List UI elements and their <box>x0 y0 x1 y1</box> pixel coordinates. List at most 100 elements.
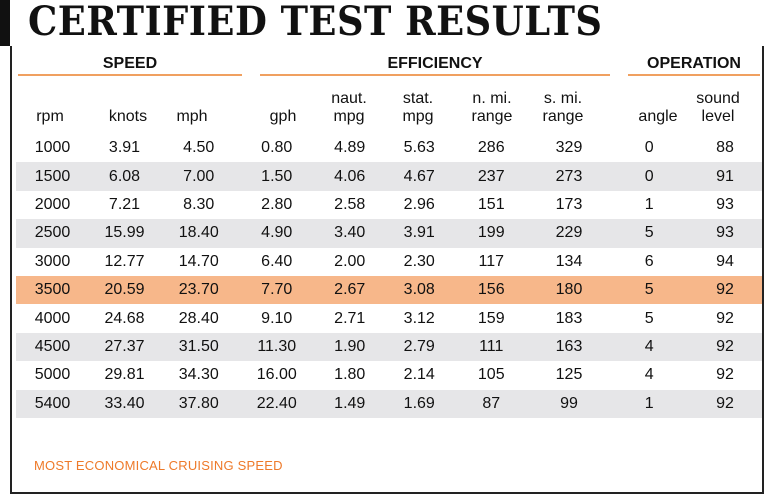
cell-gph: 7.70 <box>237 275 316 305</box>
cell-stat-mpg: 5.63 <box>403 139 435 157</box>
cell-mph: 28.40 <box>178 309 219 327</box>
cell-mph: 7.00 <box>160 162 238 191</box>
cell-mph: 37.80 <box>160 389 238 418</box>
cell-knots: 7.21 <box>108 195 141 213</box>
results-frame <box>10 46 764 494</box>
cell-rpm: 3500 <box>16 275 89 305</box>
cell-rpm: 5000 <box>34 366 71 384</box>
cell-rpm: 3000 <box>34 252 71 270</box>
cell-knots: 20.59 <box>89 275 160 305</box>
cell-knots: 24.68 <box>104 309 145 327</box>
table-row: 3000 12.77 14.70 6.40 2.00 2.30 117 134 6 94 <box>16 248 762 276</box>
cell-rpm: 1000 <box>34 139 71 157</box>
table-row: 1500 6.08 7.00 1.50 4.06 4.67 237 273 0 91 <box>16 162 762 191</box>
cell-n-mi-range: 151 <box>477 195 505 213</box>
cell-stat-mpg: 3.08 <box>383 275 455 305</box>
cell-rpm: 2500 <box>16 219 89 248</box>
table-row: 4000 24.68 28.40 9.10 2.71 3.12 159 183 5 92 <box>16 304 762 332</box>
cell-rpm: 4500 <box>16 332 89 362</box>
cell-n-mi-range: 117 <box>478 252 504 270</box>
cell-s-mi-range: 229 <box>527 219 611 248</box>
cell-s-mi-range: 180 <box>527 275 611 305</box>
cell-s-mi-range: 99 <box>527 389 611 418</box>
cell-stat-mpg: 2.14 <box>403 366 435 384</box>
cell-gph: 2.80 <box>261 195 293 213</box>
title-accent-bar <box>0 0 10 46</box>
cell-sound-level: 88 <box>716 139 734 157</box>
column-header-gph: gph <box>269 108 297 125</box>
cell-naut-mpg: 3.40 <box>316 219 384 248</box>
cell-gph: 6.40 <box>261 252 293 270</box>
cell-angle: 0 <box>610 162 688 191</box>
cell-sound-level: 92 <box>688 275 762 305</box>
cell-mph: 4.50 <box>183 139 215 157</box>
cell-s-mi-range: 134 <box>555 252 583 270</box>
cell-stat-mpg: 1.69 <box>383 389 455 418</box>
column-header-n-mi-range: n. mi. range <box>471 90 513 125</box>
cell-angle: 1 <box>644 195 654 213</box>
cell-knots: 33.40 <box>89 389 160 418</box>
table-row: 1000 3.91 4.50 0.80 4.89 5.63 286 329 0 88 <box>16 134 762 162</box>
cell-n-mi-range: 105 <box>477 366 505 384</box>
cell-n-mi-range: 87 <box>455 389 528 418</box>
cell-naut-mpg: 2.00 <box>334 252 366 270</box>
cell-angle: 6 <box>644 252 654 270</box>
cell-stat-mpg: 2.30 <box>403 252 435 270</box>
cell-n-mi-range: 111 <box>455 332 528 362</box>
column-header-mph: mph <box>176 108 208 125</box>
cell-angle: 0 <box>644 139 654 157</box>
cell-rpm: 2000 <box>34 195 71 213</box>
cell-naut-mpg: 4.89 <box>334 139 366 157</box>
cell-naut-mpg: 2.71 <box>334 309 366 327</box>
cell-mph: 8.30 <box>183 195 215 213</box>
column-header-rpm: rpm <box>36 108 64 125</box>
cell-s-mi-range: 273 <box>527 162 611 191</box>
results-table: 1000 3.91 4.50 0.80 4.89 5.63 286 329 0 88 1500 6.0… <box>16 134 762 418</box>
cell-sound-level: 94 <box>716 252 734 270</box>
cell-sound-level: 93 <box>688 219 762 248</box>
cell-angle: 5 <box>610 219 688 248</box>
cell-knots: 29.81 <box>104 366 145 384</box>
cell-mph: 31.50 <box>160 332 238 362</box>
cell-knots: 15.99 <box>89 219 160 248</box>
cell-angle: 5 <box>610 275 688 305</box>
cell-sound-level: 92 <box>688 389 762 418</box>
cell-knots: 6.08 <box>89 162 160 191</box>
column-header-naut-mpg: naut. mpg <box>331 90 367 125</box>
cell-stat-mpg: 2.96 <box>403 195 435 213</box>
cell-stat-mpg: 3.91 <box>383 219 455 248</box>
cell-stat-mpg: 4.67 <box>383 162 455 191</box>
cell-mph: 18.40 <box>160 219 238 248</box>
cell-angle: 4 <box>644 366 654 384</box>
group-header-speed: SPEED <box>18 54 242 76</box>
page-title: CERTIFIED TEST RESULTS <box>28 0 603 45</box>
cell-n-mi-range: 159 <box>477 309 505 327</box>
cell-rpm: 1500 <box>16 162 89 191</box>
cell-s-mi-range: 163 <box>527 332 611 362</box>
cell-mph: 14.70 <box>178 252 219 270</box>
cell-stat-mpg: 2.79 <box>383 332 455 362</box>
cell-sound-level: 93 <box>716 195 734 213</box>
table-row: 2500 15.99 18.40 4.90 3.40 3.91 199 229 5 93 <box>16 219 762 248</box>
table-row: 5400 33.40 37.80 22.40 1.49 1.69 87 99 1 92 <box>16 389 762 418</box>
cell-naut-mpg: 1.49 <box>316 389 384 418</box>
cell-gph: 0.80 <box>261 139 293 157</box>
cell-n-mi-range: 156 <box>455 275 528 305</box>
cell-naut-mpg: 1.80 <box>334 366 366 384</box>
cell-gph: 4.90 <box>237 219 316 248</box>
cell-angle: 4 <box>610 332 688 362</box>
cell-n-mi-range: 237 <box>455 162 528 191</box>
column-header-sound-level: sound level <box>696 90 740 125</box>
table-row: 5000 29.81 34.30 16.00 1.80 2.14 105 125 4 92 <box>16 361 762 389</box>
cell-rpm: 4000 <box>34 309 71 327</box>
column-header-knots: knots <box>108 108 148 125</box>
cell-naut-mpg: 2.58 <box>334 195 366 213</box>
cell-stat-mpg: 3.12 <box>403 309 435 327</box>
cell-gph: 16.00 <box>256 366 297 384</box>
cell-gph: 11.30 <box>237 332 316 362</box>
cell-sound-level: 92 <box>716 366 734 384</box>
cell-sound-level: 92 <box>688 332 762 362</box>
cell-mph: 23.70 <box>160 275 238 305</box>
cell-naut-mpg: 4.06 <box>316 162 384 191</box>
cell-knots: 27.37 <box>89 332 160 362</box>
